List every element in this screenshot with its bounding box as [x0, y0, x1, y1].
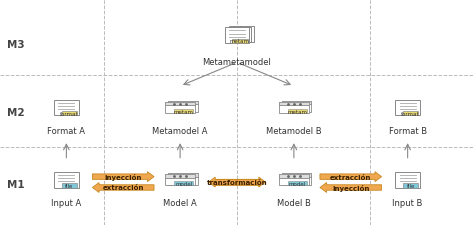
FancyBboxPatch shape — [168, 173, 198, 177]
Text: M3: M3 — [7, 40, 25, 50]
Text: Model B: Model B — [277, 198, 311, 207]
FancyBboxPatch shape — [165, 102, 195, 106]
Polygon shape — [92, 183, 154, 193]
Text: Format B: Format B — [389, 126, 427, 135]
Text: Metamodel A: Metamodel A — [152, 126, 208, 135]
FancyBboxPatch shape — [282, 101, 311, 113]
FancyBboxPatch shape — [279, 174, 309, 186]
FancyBboxPatch shape — [54, 100, 79, 116]
FancyBboxPatch shape — [168, 173, 198, 185]
Text: inyección: inyección — [105, 173, 142, 180]
FancyBboxPatch shape — [168, 101, 198, 113]
Text: M2: M2 — [7, 108, 25, 117]
FancyBboxPatch shape — [225, 28, 249, 44]
FancyBboxPatch shape — [165, 102, 195, 114]
Text: model: model — [175, 181, 192, 186]
Polygon shape — [320, 183, 382, 193]
Text: Metametamodel: Metametamodel — [202, 57, 272, 66]
FancyBboxPatch shape — [282, 101, 311, 105]
Text: file: file — [65, 183, 73, 188]
Polygon shape — [92, 172, 154, 182]
FancyBboxPatch shape — [215, 180, 259, 185]
FancyBboxPatch shape — [62, 183, 77, 188]
Text: Format A: Format A — [47, 126, 85, 135]
FancyBboxPatch shape — [165, 174, 195, 186]
Polygon shape — [209, 177, 237, 187]
FancyBboxPatch shape — [226, 27, 251, 43]
FancyBboxPatch shape — [282, 173, 311, 185]
FancyBboxPatch shape — [232, 39, 247, 44]
FancyBboxPatch shape — [174, 182, 193, 186]
FancyBboxPatch shape — [279, 102, 309, 114]
FancyBboxPatch shape — [168, 101, 198, 105]
Text: extracción: extracción — [102, 185, 144, 191]
FancyBboxPatch shape — [174, 110, 193, 114]
Text: metam: metam — [230, 39, 250, 44]
Text: M1: M1 — [7, 180, 25, 189]
FancyBboxPatch shape — [403, 183, 418, 188]
Text: format: format — [401, 111, 420, 116]
Text: extracción: extracción — [330, 174, 372, 180]
Text: inyección: inyección — [332, 184, 369, 191]
FancyBboxPatch shape — [288, 110, 307, 114]
FancyBboxPatch shape — [54, 172, 79, 188]
Text: model: model — [289, 181, 306, 186]
Text: metam: metam — [173, 109, 194, 114]
Polygon shape — [320, 172, 382, 182]
Text: Metamodel B: Metamodel B — [266, 126, 322, 135]
FancyBboxPatch shape — [279, 174, 309, 178]
FancyBboxPatch shape — [229, 27, 254, 43]
Text: transformación: transformación — [207, 179, 267, 185]
FancyBboxPatch shape — [288, 182, 307, 186]
Text: file: file — [406, 183, 415, 188]
Text: Input B: Input B — [392, 198, 423, 207]
FancyBboxPatch shape — [395, 172, 420, 188]
Text: Input A: Input A — [51, 198, 82, 207]
FancyBboxPatch shape — [403, 111, 418, 116]
FancyBboxPatch shape — [279, 102, 309, 106]
FancyBboxPatch shape — [62, 111, 77, 116]
FancyBboxPatch shape — [282, 173, 311, 177]
Text: metam: metam — [287, 109, 308, 114]
FancyBboxPatch shape — [395, 100, 420, 116]
Polygon shape — [237, 177, 265, 187]
Text: Model A: Model A — [163, 198, 197, 207]
Text: format: format — [60, 111, 79, 116]
FancyBboxPatch shape — [165, 174, 195, 178]
